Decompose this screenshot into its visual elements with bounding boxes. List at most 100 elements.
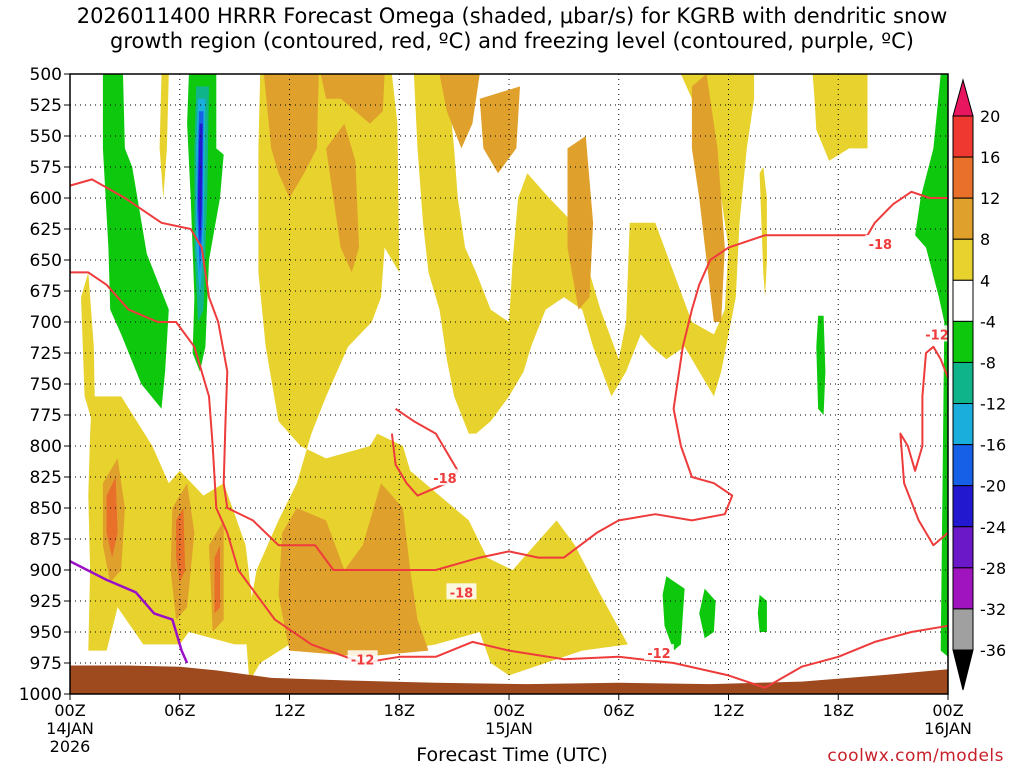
colorbar-band [952, 197, 974, 240]
grid-layer [70, 74, 948, 694]
colorbar-band [952, 567, 974, 610]
omega-region-9 [757, 594, 767, 632]
omega-region-31 [214, 545, 220, 614]
contour-label: -12 [647, 647, 671, 662]
omega-region-6 [915, 74, 948, 657]
y-tick-label: 800 [30, 437, 62, 457]
y-tick-label: 675 [30, 282, 62, 302]
y-tick-label: 500 [30, 65, 62, 85]
omega-shading-layer [81, 74, 948, 682]
dgz-contour-3 [899, 345, 949, 547]
colorbar-legend: 20 16 12 8 4 -4 -8 -12 -16 -20 -24 -28 -32 -36 [952, 78, 1006, 691]
colorbar-band [952, 444, 974, 487]
y-tick-label: 1000 [19, 685, 62, 705]
contour-layer: -18 -18 -18 -12 -12 -12 [69, 178, 953, 689]
omega-region-13 [812, 74, 868, 161]
colorbar-band [952, 320, 974, 363]
contour-label-bg [446, 583, 477, 600]
chart-title-line1: 2026011400 HRRR Forecast Omega (shaded, … [76, 4, 948, 28]
contour-label-bg [347, 650, 378, 667]
colorbar-band [952, 403, 974, 446]
colorbar-band [952, 485, 974, 528]
colorbar-label: 12 [980, 189, 1000, 208]
x-tick-label: 18Z [823, 701, 854, 720]
contour-label-bg [922, 325, 953, 342]
omega-region-17 [81, 272, 96, 446]
omega-region-5 [198, 123, 203, 248]
colorbar-band [952, 608, 974, 651]
colorbar-label: -24 [980, 518, 1006, 537]
contour-label-bg [643, 644, 674, 661]
colorbar-label: -4 [980, 312, 996, 331]
omega-region-22 [479, 86, 520, 174]
y-tick-label: 725 [30, 344, 62, 364]
colorbar-label: -12 [980, 395, 1006, 414]
colorbar-label: -36 [980, 641, 1006, 660]
y-tick-label: 750 [30, 375, 62, 395]
dgz-contour-0 [69, 178, 948, 571]
omega-region-23 [567, 136, 594, 310]
y-tick-label: 875 [30, 530, 62, 550]
colorbar-band [952, 238, 974, 281]
x-tick-label: 06Z [603, 701, 634, 720]
x-year-label: 2026 [50, 737, 91, 756]
contour-label-bg [865, 234, 896, 251]
contour-label: -12 [925, 328, 949, 343]
omega-region-0 [102, 74, 169, 409]
colorbar-label: -32 [980, 600, 1006, 619]
colorbar-band [952, 526, 974, 569]
omega-region-14 [759, 167, 767, 298]
y-tick-label: 700 [30, 313, 62, 333]
contour-label-bg [429, 469, 460, 486]
colorbar-bottom-arrow [952, 649, 974, 691]
x-tick-label: 12Z [713, 701, 744, 720]
axes-layer: 500 525 550 575 600 625 650 675 700 725 750 775 800 8… [19, 65, 972, 756]
dgz-contour-2 [70, 271, 949, 689]
terrain-fill [70, 665, 948, 694]
colorbar-label: -16 [980, 436, 1006, 455]
y-tick-label: 900 [30, 561, 62, 581]
x-tick-label: 18Z [384, 701, 415, 720]
y-tick-label: 550 [30, 127, 62, 147]
colorbar-band [952, 279, 974, 322]
colorbar-label: 20 [980, 107, 1000, 126]
x-tick-label: 00Z [932, 701, 963, 720]
y-tick-label: 825 [30, 468, 62, 488]
omega-region-30 [176, 508, 186, 583]
omega-region-20 [326, 123, 359, 273]
x-axis-title: Forecast Time (UTC) [416, 744, 608, 766]
y-tick-label: 975 [30, 654, 62, 674]
colorbar-band [952, 361, 974, 405]
x-date-label: 14JAN [46, 719, 94, 738]
x-date-label: 16JAN [924, 719, 972, 738]
contour-label: -18 [433, 472, 457, 487]
contour-label: -18 [869, 238, 893, 253]
omega-region-10 [816, 315, 826, 415]
x-tick-label: 00Z [54, 701, 85, 720]
site-credit: coolwx.com/models [827, 746, 1004, 766]
colorbar-label: 8 [980, 230, 990, 249]
chart-title: 2026011400 HRRR Forecast Omega (shaded, … [0, 4, 1024, 54]
omega-region-21 [439, 74, 480, 149]
omega-region-19 [320, 74, 385, 124]
terrain-layer [70, 665, 948, 694]
chart-title-line2: growth region (contoured, red, ºC) and f… [110, 29, 914, 53]
y-tick-label: 925 [30, 592, 62, 612]
contour-label: -18 [450, 586, 474, 601]
x-tick-label: 12Z [274, 701, 305, 720]
y-tick-label: 650 [30, 251, 62, 271]
y-tick-label: 850 [30, 499, 62, 519]
y-tick-label: 525 [30, 96, 62, 116]
colorbar-band [952, 115, 974, 158]
omega-region-7 [662, 576, 685, 651]
y-tick-label: 575 [30, 158, 62, 178]
contour-label: -12 [351, 653, 375, 668]
omega-region-12 [413, 74, 755, 434]
colorbar-label: -20 [980, 477, 1006, 496]
colorbar-label: 4 [980, 271, 990, 290]
y-tick-label: 600 [30, 189, 62, 209]
x-date-label: 15JAN [485, 719, 533, 738]
freezing-level-contour-0 [69, 560, 189, 664]
x-tick-label: 00Z [493, 701, 524, 720]
